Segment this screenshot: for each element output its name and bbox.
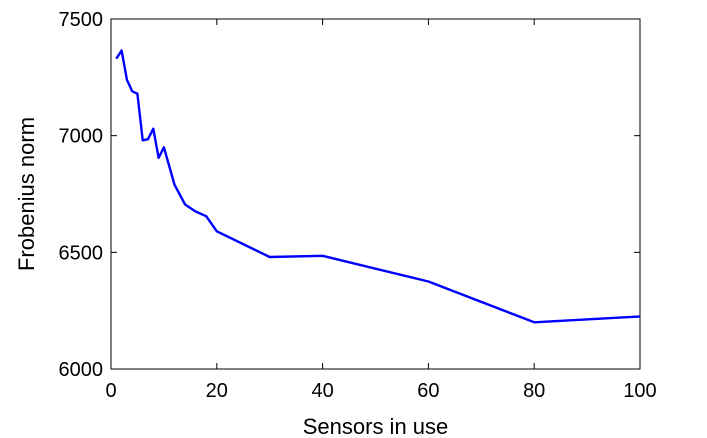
x-tick-label: 20 [206, 380, 228, 402]
y-tick-label: 7000 [59, 126, 104, 148]
y-axis-ticks: 6000 6500 7000 7500 [59, 9, 640, 381]
series-layer [115, 49, 641, 324]
y-tick-label: 6500 [59, 242, 104, 264]
x-axis-ticks: 0 20 40 60 80 100 [105, 19, 657, 402]
x-tick-label: 60 [417, 380, 439, 402]
y-tick-label: 7500 [59, 9, 104, 31]
y-axis-title: Frobenius norm [14, 117, 39, 271]
x-tick-label: 100 [623, 380, 656, 402]
y-tick-label: 6000 [59, 359, 104, 381]
x-tick-label: 0 [105, 380, 116, 402]
series-line [115, 49, 641, 324]
x-tick-label: 40 [311, 380, 333, 402]
x-tick-label: 80 [523, 380, 545, 402]
x-axis-title: Sensors in use [303, 414, 449, 438]
plot-area-frame [110, 18, 641, 370]
